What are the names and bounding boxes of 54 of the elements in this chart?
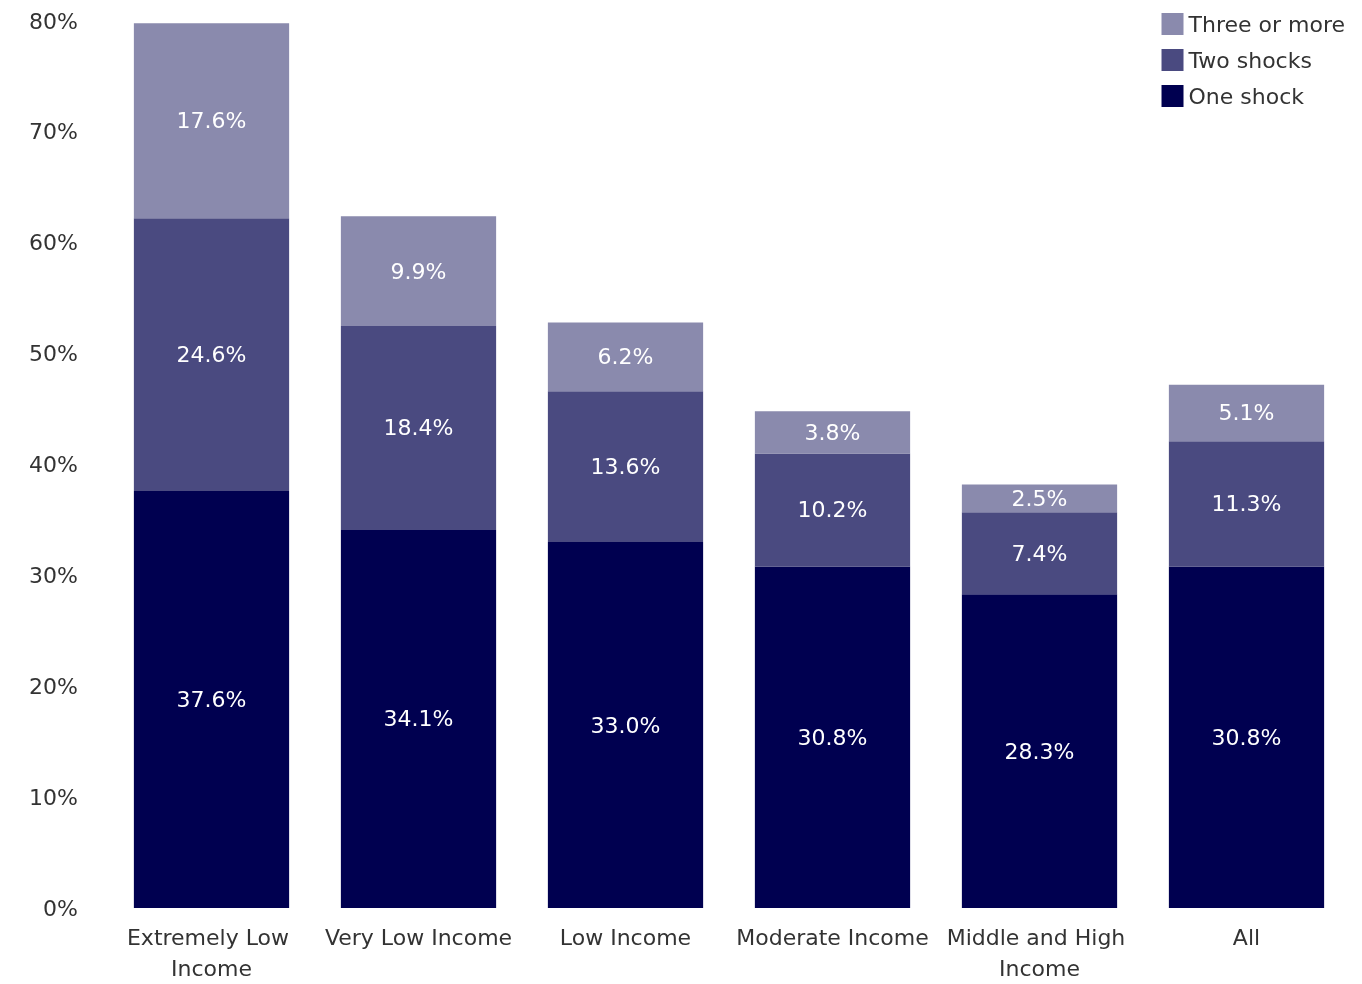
bar: [961, 512, 1118, 595]
bar: [133, 491, 290, 908]
data-label: 28.3%: [1004, 738, 1075, 764]
x-tick-label: Moderate Income: [736, 925, 929, 950]
data-label: 24.6%: [176, 342, 247, 368]
x-tick-label: Low Income: [559, 925, 692, 950]
bar: [340, 325, 497, 530]
legend-label: Three or more: [1187, 11, 1346, 37]
data-label: 17.6%: [176, 108, 247, 134]
data-label: 33.0%: [590, 712, 661, 738]
data-label: 13.6%: [590, 454, 661, 480]
y-tick-label: 40%: [29, 452, 78, 477]
data-label: 37.6%: [176, 687, 247, 713]
bar: [340, 216, 497, 326]
data-label: 3.8%: [804, 419, 861, 445]
bar: [961, 594, 1118, 908]
y-tick-label: 50%: [29, 341, 78, 367]
bar: [1168, 566, 1325, 908]
bar: [754, 453, 911, 567]
legend-label: Two shocks: [1187, 47, 1312, 73]
bar: [754, 411, 911, 454]
bar: [547, 322, 704, 392]
data-label: 11.3%: [1211, 491, 1282, 517]
bar: [547, 391, 704, 543]
y-tick-label: 10%: [29, 784, 78, 810]
y-tick-label: 0%: [43, 895, 78, 921]
bar: [133, 218, 290, 492]
y-tick-label: 70%: [29, 119, 78, 145]
bar: [961, 484, 1118, 513]
bar: [133, 23, 290, 219]
data-label: 10.2%: [797, 497, 868, 523]
x-tick-label: Extremely Low Income: [126, 925, 297, 981]
x-tick-label: Middle and High Income: [946, 925, 1133, 981]
bar: [340, 529, 497, 908]
data-label: 30.8%: [1211, 724, 1282, 750]
data-label: 34.1%: [383, 706, 454, 732]
data-label: 2.5%: [1011, 485, 1068, 511]
y-tick-label: 20%: [29, 673, 78, 699]
data-label: 5.1%: [1218, 400, 1275, 426]
legend-label: One shock: [1188, 83, 1305, 109]
bar: [1168, 441, 1325, 567]
data-label: 18.4%: [383, 415, 454, 441]
y-tick-label: 30%: [29, 562, 78, 588]
bar: [1168, 384, 1325, 442]
x-tick-label: All: [1232, 925, 1261, 950]
bar: [754, 566, 911, 908]
bar: [547, 542, 704, 908]
data-label: 30.8%: [797, 724, 868, 750]
x-tick-label: Very Low Income: [324, 925, 513, 950]
data-label: 9.9%: [390, 258, 447, 284]
y-tick-label: 80%: [29, 8, 78, 34]
data-label: 6.2%: [597, 344, 654, 370]
data-label: 7.4%: [1011, 540, 1068, 566]
y-tick-label: 60%: [29, 230, 78, 256]
